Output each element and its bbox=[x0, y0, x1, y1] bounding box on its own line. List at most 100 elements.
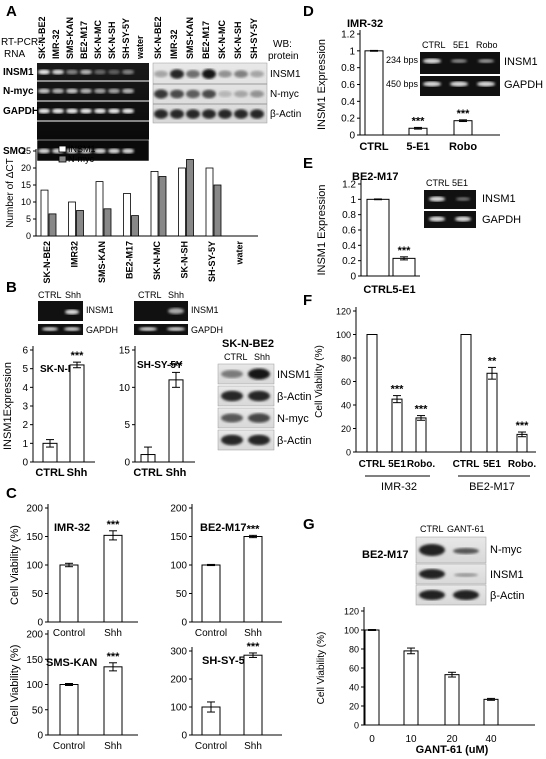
y-tick-label: 0 bbox=[22, 458, 28, 469]
y-tick-label: 1 bbox=[349, 46, 355, 57]
y-tick-label: 120 bbox=[344, 607, 359, 617]
y-tick-label: 120 bbox=[336, 307, 351, 317]
panel-label-e: E bbox=[303, 155, 313, 172]
x-tick-label: 20 bbox=[446, 734, 458, 745]
significance-mark: *** bbox=[412, 115, 426, 127]
western-blot-a bbox=[152, 62, 268, 124]
gel-b-sy: CTRL Shh INSM1 GAPDH bbox=[134, 290, 223, 335]
bar bbox=[243, 654, 263, 736]
gel-b1-row-insm1: INSM1 bbox=[86, 305, 114, 315]
x-tick-label: Control bbox=[53, 628, 85, 639]
x-tick-label: Shh bbox=[244, 628, 262, 639]
y-tick-label: 200 bbox=[170, 675, 187, 686]
x-tick-label: 5-E1 bbox=[392, 284, 415, 296]
y-axis-label: INSM1Expression bbox=[2, 362, 14, 450]
wb-band bbox=[186, 89, 200, 99]
protein-lane-label: SH-SY-5Y bbox=[249, 18, 259, 59]
bar bbox=[364, 629, 380, 726]
protein-lane-label: SMS-KAN bbox=[185, 17, 195, 59]
protein-lane-label: SK-N-BE2 bbox=[153, 16, 163, 59]
wb-b-strip bbox=[217, 407, 275, 429]
y-tick-label: 20 bbox=[349, 702, 359, 712]
y-tick-label: 0 bbox=[354, 721, 359, 731]
chart-e: 0 0.2 0.4 0.6 0.8 1 1.2 INSM1 Expression BE2-M17… bbox=[316, 171, 420, 296]
wb-g-row-actin: β-Actin bbox=[490, 590, 524, 602]
y-tick-label: 200 bbox=[26, 630, 43, 641]
y-tick-label: 2 bbox=[22, 420, 28, 431]
gel-band bbox=[94, 69, 106, 75]
chart-title: BE2-M17 bbox=[352, 171, 398, 183]
significance-mark: *** bbox=[457, 108, 471, 120]
rna-lane-label: SMS-KAN bbox=[65, 17, 75, 59]
y-tick-label: 100 bbox=[336, 330, 351, 340]
wb-band bbox=[154, 89, 168, 99]
wb-b-lane-shh: Shh bbox=[254, 352, 270, 362]
bar bbox=[486, 372, 498, 453]
wb-band bbox=[218, 109, 232, 119]
bar bbox=[40, 189, 49, 237]
gel-band bbox=[52, 88, 64, 94]
y-axis-label: Number of ΔCT bbox=[5, 158, 16, 227]
bar bbox=[213, 184, 222, 237]
bar bbox=[68, 201, 76, 237]
y-tick-label: 40 bbox=[349, 683, 359, 693]
wb-b-band bbox=[221, 390, 243, 402]
x-tick-label: water bbox=[235, 241, 245, 266]
y-tick-label: 1 bbox=[350, 195, 356, 206]
x-tick-label: Shh bbox=[67, 467, 88, 479]
y-tick-label: 50 bbox=[32, 589, 44, 600]
y-tick-label: 15 bbox=[21, 180, 31, 190]
y-tick-label: 10 bbox=[21, 197, 31, 207]
y-tick-label: 60 bbox=[349, 664, 359, 674]
gel-b1-row-gapdh: GAPDH bbox=[86, 325, 118, 335]
y-tick-label: 0 bbox=[350, 272, 356, 283]
x-tick-label: Robo bbox=[449, 141, 477, 153]
y-axis-label: Cell Viability (%) bbox=[9, 645, 21, 725]
chart-b2: 0 5 10 15 SH-SY-5Y CTRL *** Shh bbox=[119, 346, 195, 479]
wb-band bbox=[234, 70, 248, 78]
x-tick-label: CTRL bbox=[359, 459, 386, 470]
chart-title: SK-N-MC bbox=[40, 364, 83, 375]
y-tick-label: 100 bbox=[170, 703, 187, 714]
y-tick-label: 20 bbox=[341, 424, 351, 434]
gel-band bbox=[122, 88, 134, 94]
wb-band bbox=[218, 70, 232, 78]
rna-row-label: INSM1 bbox=[3, 67, 34, 78]
bar bbox=[168, 379, 184, 463]
bar bbox=[453, 120, 473, 136]
bar bbox=[391, 398, 403, 453]
bar bbox=[48, 213, 57, 237]
x-tick-label: 10 bbox=[405, 734, 417, 745]
bar bbox=[483, 698, 499, 726]
gel-band bbox=[122, 148, 134, 154]
bar bbox=[444, 674, 460, 726]
gel-band bbox=[94, 88, 106, 94]
x-tick-label: SK-N-MC bbox=[152, 241, 162, 280]
significance-mark: *** bbox=[170, 360, 184, 372]
wb-b-row-label: β-Actin bbox=[277, 435, 311, 447]
gel-band bbox=[66, 69, 78, 75]
wb-band bbox=[170, 109, 184, 119]
panel-label-a: A bbox=[6, 3, 17, 20]
wb-b-lane-ctrl: CTRL bbox=[224, 352, 248, 362]
y-tick-label: 100 bbox=[170, 561, 187, 572]
wb-band bbox=[170, 89, 184, 99]
bar bbox=[95, 181, 104, 237]
y-tick-label: 0.8 bbox=[341, 63, 355, 74]
y-tick-label: 0.2 bbox=[342, 256, 356, 267]
gel-band bbox=[122, 69, 134, 75]
wb-b-row-label: INSM1 bbox=[277, 369, 311, 381]
y-tick-label: 50 bbox=[32, 705, 44, 716]
y-tick-label: 0 bbox=[181, 731, 187, 742]
wb-b-band bbox=[248, 368, 270, 380]
rna-lane-label: SK-N-SH bbox=[107, 22, 117, 60]
gel-d-bps-234: 234 bps bbox=[386, 55, 419, 65]
bar bbox=[150, 170, 159, 237]
gel-d-lane-5e1: 5E1 bbox=[453, 40, 469, 50]
rna-row-labels: INSM1 N-myc GAPDH SMO bbox=[3, 67, 39, 157]
y-tick-label: 1.2 bbox=[341, 30, 355, 41]
gel-d-lane-robo: Robo bbox=[476, 40, 498, 50]
y-tick-label: 5 bbox=[124, 420, 130, 431]
chart-title: SH-SY-5Y bbox=[137, 360, 183, 371]
